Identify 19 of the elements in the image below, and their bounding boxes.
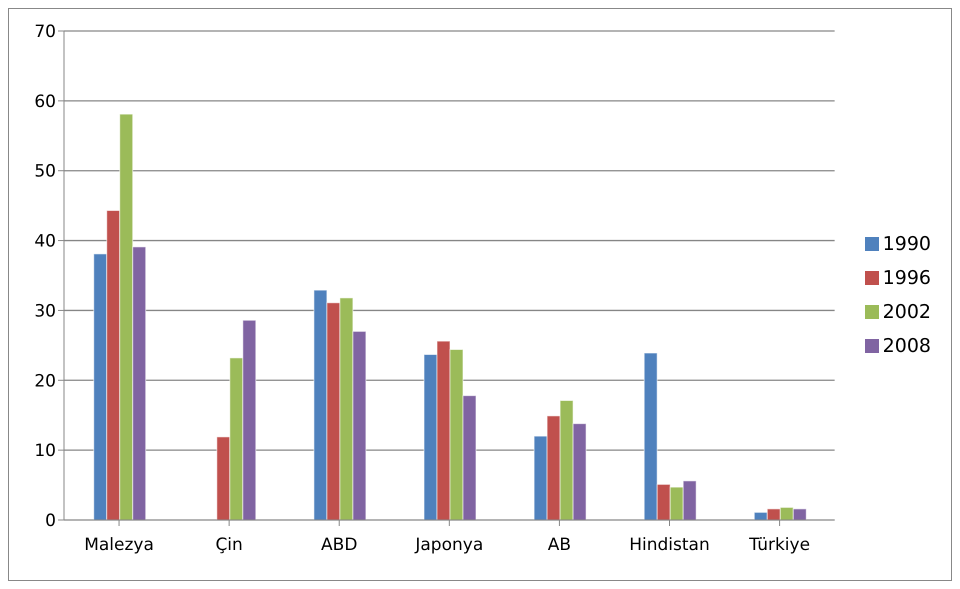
y-tick-label: 50 xyxy=(34,162,56,182)
x-tick-label: ABD xyxy=(321,535,358,556)
x-tick-label: Malezya xyxy=(84,535,154,556)
y-tick-label: 0 xyxy=(45,511,56,532)
x-tick-label: Japonya xyxy=(414,535,484,556)
x-tick-label: Hindistan xyxy=(629,535,710,556)
legend-label: 1990 xyxy=(882,232,931,254)
y-tick-label: 20 xyxy=(34,371,56,392)
x-tick-label: Türkiye xyxy=(748,535,810,556)
y-tick-label: 30 xyxy=(34,301,56,322)
y-tick-label: 10 xyxy=(34,441,56,462)
y-tick-label: 70 xyxy=(34,22,56,42)
legend-label: 2002 xyxy=(882,300,931,322)
legend-label: 2008 xyxy=(882,334,931,356)
y-tick-label: 40 xyxy=(34,232,56,252)
legend-label: 1996 xyxy=(882,266,931,288)
y-tick-label: 60 xyxy=(34,92,56,112)
x-tick-label: Çin xyxy=(215,535,243,556)
x-tick-label: AB xyxy=(548,535,572,556)
